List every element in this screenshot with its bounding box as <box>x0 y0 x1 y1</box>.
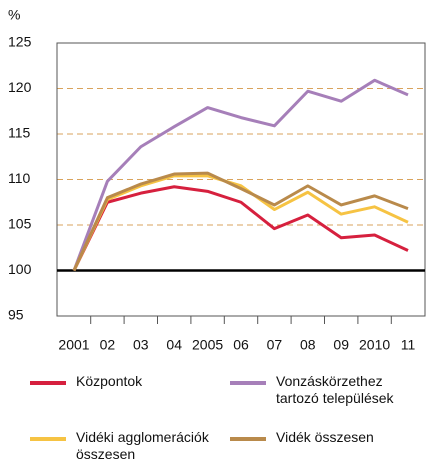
x-tick-label: 08 <box>300 337 316 353</box>
x-tick-label: 03 <box>133 337 149 353</box>
chart: % 95 100 105 110 115 120 125 2001 02 03 04 2005 06 07… <box>8 7 426 353</box>
y-tick-label: 100 <box>8 261 32 277</box>
plot-frame <box>56 42 426 317</box>
legend-swatch <box>30 437 66 441</box>
unit-label: % <box>8 7 20 23</box>
y-tick-label: 125 <box>8 34 32 50</box>
x-tick-label: 2005 <box>192 337 223 353</box>
series-line <box>72 171 409 272</box>
y-tick-label: 105 <box>8 216 32 232</box>
y-tick-label: 110 <box>8 170 31 186</box>
legend-label: Központok <box>76 373 143 389</box>
series-line <box>72 174 409 272</box>
legend-label: Vonzáskörzethez tartozó települések <box>276 373 394 406</box>
x-tick-label: 11 <box>401 337 416 353</box>
series-line <box>72 185 409 272</box>
x-tick-label: 02 <box>100 337 116 353</box>
legend-swatch <box>230 437 266 441</box>
x-tick-label: 07 <box>267 337 283 353</box>
series-line <box>72 78 409 272</box>
legend-label: Vidék összesen <box>276 429 374 445</box>
x-tick-label: 09 <box>333 337 349 353</box>
y-tick-label: 115 <box>8 125 31 141</box>
y-tick-label: 120 <box>8 79 32 95</box>
x-tick-label: 2001 <box>58 337 89 353</box>
y-tick-label: 95 <box>8 307 24 323</box>
legend-label: Vidéki agglomerációk összesen <box>76 429 209 462</box>
legend-swatch <box>30 381 66 385</box>
x-tick-label: 04 <box>166 337 182 353</box>
x-tick-label: 06 <box>233 337 249 353</box>
legend-swatch <box>230 381 266 385</box>
x-tick-label: 2010 <box>359 337 390 353</box>
